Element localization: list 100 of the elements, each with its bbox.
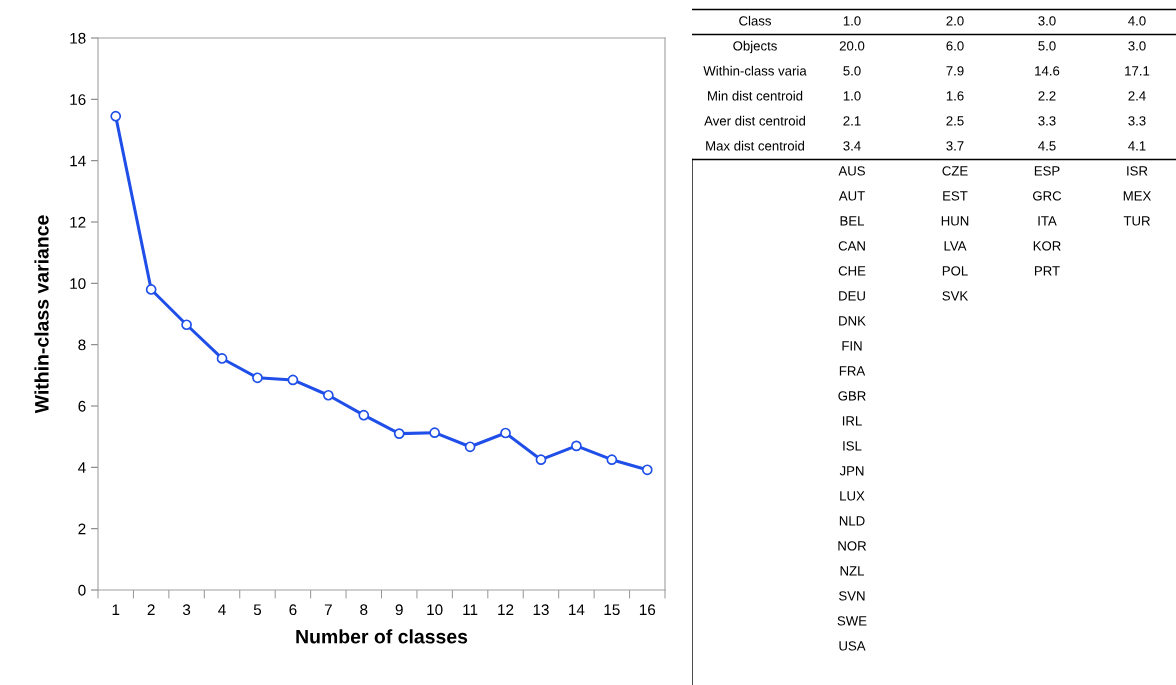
- text: 3.0: [1038, 16, 1056, 26]
- y-tick-label: 10: [70, 278, 86, 290]
- x-tick-label: 4: [218, 604, 226, 615]
- point: [287, 374, 299, 386]
- text: NLD: [839, 516, 865, 526]
- text: 5.0: [1038, 41, 1056, 51]
- text: Aver dist centroid: [704, 115, 805, 126]
- x-tick-label: 12: [498, 604, 514, 615]
- text: 1.0: [843, 91, 861, 101]
- text: GBR: [838, 391, 866, 401]
- text: Max dist centroid: [706, 140, 805, 151]
- point: [571, 440, 582, 452]
- text: 17.1: [1125, 66, 1150, 76]
- text: ISR: [1127, 166, 1148, 176]
- text: 2.2: [1038, 91, 1056, 101]
- text: Objects: [733, 40, 777, 54]
- point: [216, 353, 228, 364]
- text: 3.3: [1038, 116, 1056, 126]
- text: IRL: [842, 416, 862, 426]
- text: ESP: [1034, 166, 1060, 176]
- text: CZE: [942, 166, 968, 176]
- text: AUT: [838, 191, 865, 201]
- x-tick-label: 3: [182, 604, 191, 616]
- y-tick-label: 4: [78, 462, 86, 473]
- text: 6.0: [946, 41, 964, 51]
- x-tick-label: 14: [569, 604, 585, 615]
- point: [500, 427, 511, 439]
- point: [429, 427, 441, 439]
- text: Min dist centroid: [708, 90, 803, 101]
- point: [464, 441, 476, 453]
- x-axis-title: Number of classes: [296, 629, 468, 644]
- text: 2.5: [946, 116, 964, 126]
- text: 3.0: [1128, 41, 1146, 51]
- text: USA: [839, 641, 866, 651]
- point: [393, 428, 405, 439]
- text: 3.3: [1128, 116, 1146, 126]
- text: 7.9: [946, 66, 964, 76]
- text: 2.4: [1128, 91, 1146, 101]
- y-tick-label: 6: [78, 400, 86, 412]
- point: [641, 464, 653, 476]
- text: ITA: [1038, 216, 1057, 226]
- text: 5.0: [843, 66, 861, 76]
- text: POL: [942, 266, 968, 276]
- text: HUN: [941, 216, 969, 226]
- text: DEU: [839, 291, 865, 301]
- x-tick-label: 8: [360, 604, 368, 616]
- x-tick-label: 1: [112, 604, 120, 615]
- point: [252, 372, 263, 384]
- text: CAN: [838, 241, 865, 251]
- text: 4.0: [1128, 16, 1146, 26]
- point: [110, 110, 122, 122]
- text: SVN: [839, 591, 865, 601]
- x-tick-label: 9: [395, 604, 403, 616]
- point: [322, 389, 334, 401]
- text: Within-class varia: [703, 65, 807, 76]
- point: [358, 409, 370, 421]
- text: 4.1: [1128, 141, 1146, 151]
- point: [535, 454, 547, 466]
- text: BEL: [840, 216, 865, 226]
- point: [606, 454, 618, 466]
- y-tick-label: 2: [78, 523, 86, 535]
- text: 1.0: [843, 16, 861, 26]
- point: [145, 284, 157, 295]
- text: TUR: [1123, 216, 1150, 226]
- x-tick-label: 10: [427, 604, 443, 616]
- text: SWE: [837, 616, 867, 626]
- x-tick-label: 7: [324, 604, 332, 615]
- text: LVA: [944, 241, 967, 251]
- y-tick-label: 12: [70, 216, 86, 228]
- text: 3.7: [946, 141, 964, 151]
- y-tick-label: 16: [70, 94, 86, 106]
- text: Class: [739, 15, 772, 26]
- text: SVK: [942, 291, 969, 301]
- y-tick-label: 14: [70, 155, 86, 167]
- text: FRA: [839, 366, 866, 376]
- text: 20.0: [839, 41, 865, 51]
- x-tick-label: 13: [533, 604, 549, 616]
- text: 3.4: [843, 141, 861, 151]
- y-tick-label: 8: [78, 339, 86, 351]
- text: AUS: [838, 166, 865, 176]
- y-axis-title: Within-class variance: [34, 215, 49, 414]
- x-tick-label: 6: [289, 604, 297, 616]
- text: ISL: [843, 441, 862, 451]
- text: KOR: [1033, 241, 1061, 251]
- text: NOR: [838, 541, 867, 551]
- text: PRT: [1035, 266, 1060, 276]
- text: 4.5: [1038, 141, 1056, 151]
- text: FIN: [842, 341, 862, 351]
- text: 1.6: [946, 91, 964, 101]
- y-tick-label: 0: [78, 584, 86, 596]
- text: EST: [943, 191, 968, 201]
- text: GRC: [1033, 191, 1062, 201]
- text: LUX: [840, 491, 865, 501]
- text: 2.0: [946, 16, 964, 26]
- y-tick-label: 18: [70, 32, 86, 44]
- x-tick-label: 15: [604, 604, 620, 616]
- text: CHE: [838, 266, 866, 276]
- x-tick-label: 16: [639, 604, 656, 616]
- x-tick-label: 2: [147, 604, 155, 615]
- x-tick-label: 11: [463, 604, 478, 615]
